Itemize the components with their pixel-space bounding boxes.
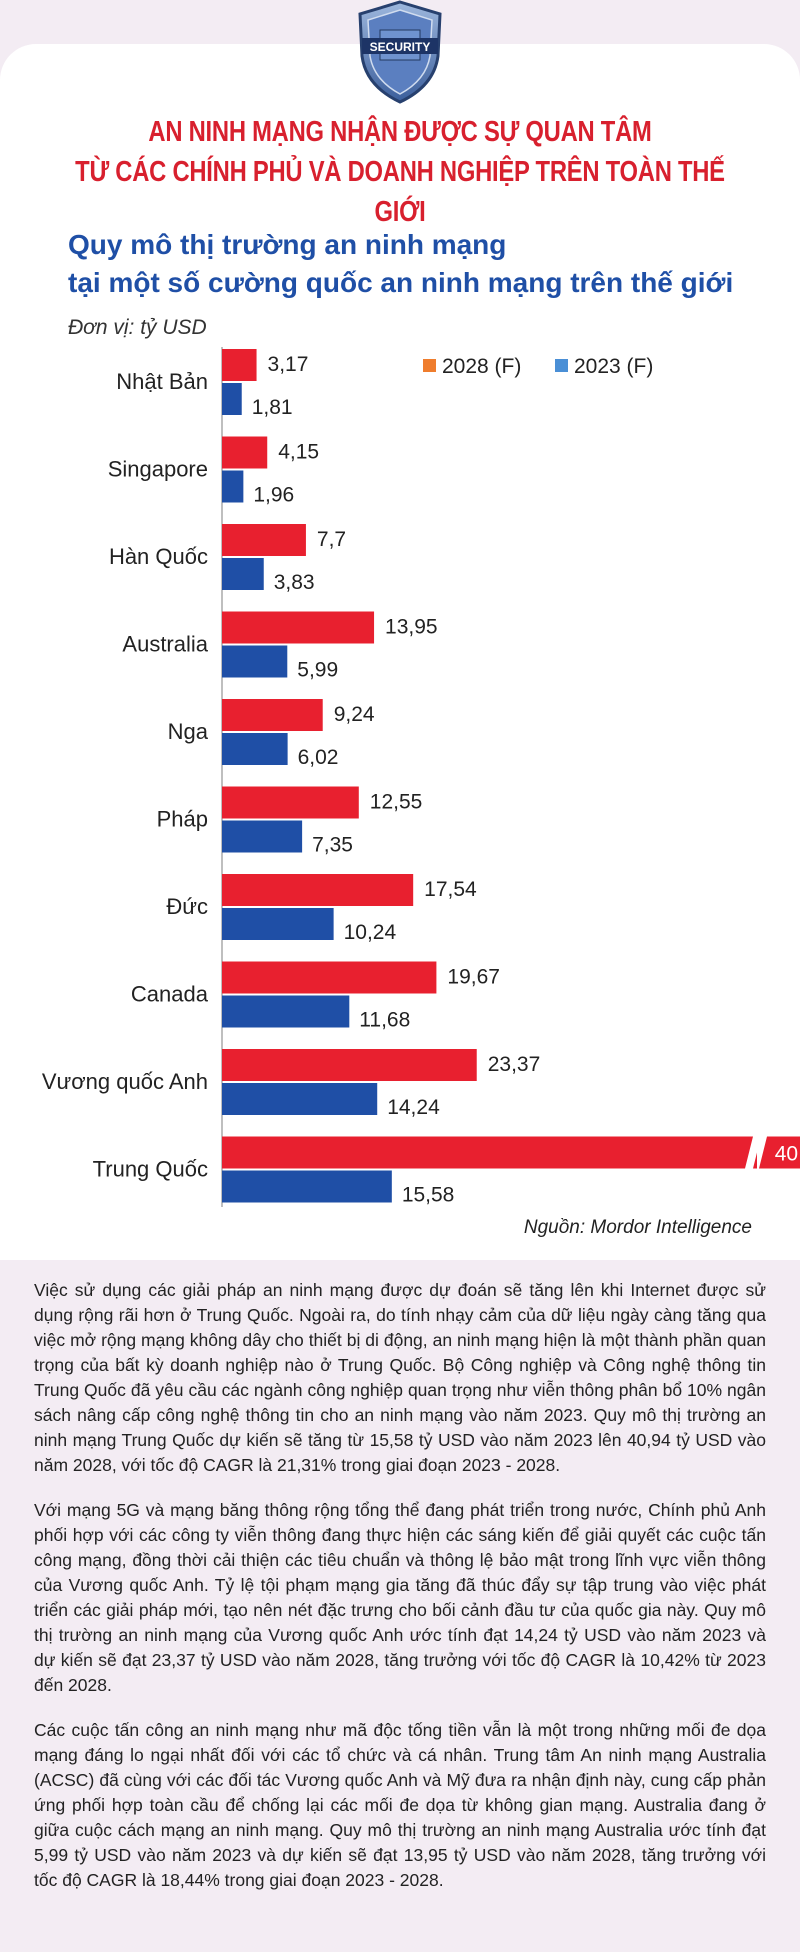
- category-label: Nga: [168, 719, 209, 744]
- value-label-2028: 9,24: [334, 703, 375, 726]
- bar-chart: 3,17 1,81 Nhật Bản 4,15 1,96 Singapore 7,73,83…: [42, 347, 800, 1207]
- bar-2028: [222, 874, 414, 906]
- chart-title-line-2: tại một số cường quốc an ninh mạng trên …: [68, 267, 734, 298]
- bar-2028: [222, 436, 268, 469]
- value-label-2028: 4,15: [278, 441, 319, 464]
- article-paragraph: Việc sử dụng các giải pháp an ninh mạng …: [34, 1280, 766, 1475]
- broken-bar-label-box: [759, 1136, 800, 1169]
- value-label-2028: 12,55: [370, 791, 423, 814]
- legend-label: 2023 (F): [574, 355, 653, 378]
- headline-line-2: TỪ CÁC CHÍNH PHỦ VÀ DOANH NGHIỆP TRÊN TO…: [75, 156, 725, 228]
- badge-text: SECURITY: [370, 40, 431, 54]
- bar-2023: [222, 1170, 392, 1203]
- bar-2028: [222, 1049, 477, 1081]
- category-label: Trung Quốc: [93, 1157, 208, 1182]
- value-label-2023: 6,02: [298, 746, 339, 769]
- category-label: Vương quốc Anh: [42, 1069, 208, 1094]
- bar-2023: [222, 383, 242, 415]
- bar-2023: [222, 908, 334, 940]
- bar-2028: [222, 786, 359, 819]
- value-label-2023: 5,99: [297, 659, 338, 682]
- category-label: Pháp: [157, 807, 208, 832]
- value-label-2028: 13,95: [385, 616, 438, 639]
- value-label-2023: 1,96: [253, 484, 294, 507]
- bar-2023: [222, 645, 288, 678]
- value-label-2023: 3,83: [274, 571, 315, 594]
- value-label-2023: 11,68: [359, 1009, 410, 1032]
- bar-2028: [222, 524, 306, 556]
- bar-2028: [222, 699, 323, 731]
- bar-2023: [222, 733, 288, 765]
- article-paragraph: Các cuộc tấn công an ninh mạng như mã độ…: [34, 1720, 766, 1890]
- headline: AN NINH MẠNG NHẬN ĐƯỢC SỰ QUAN TÂM TỪ CÁ…: [72, 112, 728, 232]
- legend-label: 2028 (F): [442, 355, 521, 378]
- bar-2023: [222, 470, 244, 503]
- bar-2023: [222, 1083, 378, 1115]
- article-body: Việc sử dụng các giải pháp an ninh mạng …: [34, 1278, 766, 1913]
- legend-swatch: [423, 359, 436, 372]
- chart-title-line-1: Quy mô thị trường an ninh mạng: [68, 229, 507, 260]
- bar-2023: [222, 558, 264, 590]
- security-shield-icon: SECURITY: [358, 0, 442, 104]
- category-label: Canada: [131, 982, 209, 1007]
- value-label-2023: 7,35: [312, 834, 353, 857]
- bar-2028: [222, 611, 375, 644]
- headline-line-1: AN NINH MẠNG NHẬN ĐƯỢC SỰ QUAN TÂM: [148, 116, 652, 148]
- bar-2028: [222, 1136, 757, 1169]
- value-label-2023: 10,24: [344, 921, 397, 944]
- bar-2028: [222, 961, 437, 994]
- value-label-2028: 7,7: [317, 528, 346, 551]
- category-label: Singapore: [108, 457, 208, 482]
- unit-label: Đơn vị: tỷ USD: [68, 316, 207, 339]
- bar-2023: [222, 995, 350, 1028]
- source-note: Nguồn: Mordor Intelligence: [523, 1217, 752, 1238]
- chart-title: Quy mô thị trường an ninh mạng tại một s…: [68, 226, 788, 302]
- legend-swatch: [555, 359, 568, 372]
- axis-break-mark: [745, 1136, 761, 1169]
- value-label-2023: 14,24: [387, 1096, 440, 1119]
- value-label-2023: 15,58: [402, 1184, 455, 1207]
- bar-2023: [222, 820, 303, 853]
- category-label: Đức: [166, 894, 208, 919]
- category-label: Australia: [122, 632, 208, 657]
- value-label-2028: 19,67: [447, 966, 500, 989]
- category-label: Nhật Bản: [116, 369, 208, 394]
- value-label-2023: 1,81: [252, 396, 293, 419]
- value-label-2028: 40,94: [775, 1143, 800, 1166]
- value-label-2028: 3,17: [268, 353, 309, 376]
- value-label-2028: 23,37: [488, 1053, 541, 1076]
- article-paragraph: Với mạng 5G và mạng băng thông rộng tổng…: [34, 1500, 766, 1695]
- bar-2028: [222, 349, 257, 381]
- value-label-2028: 17,54: [424, 878, 477, 901]
- category-label: Hàn Quốc: [109, 544, 208, 569]
